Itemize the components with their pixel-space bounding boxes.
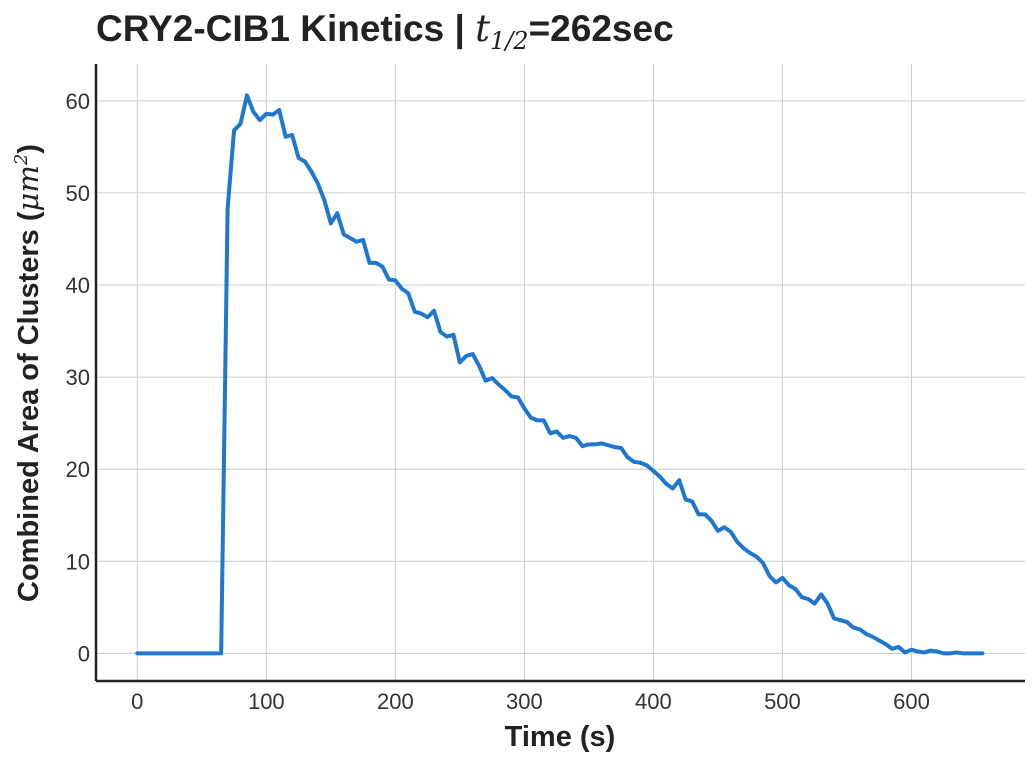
x-tick-label: 400	[635, 689, 672, 714]
y-tick-label: 0	[78, 641, 90, 666]
y-tick-label: 10	[66, 549, 90, 574]
y-tick-labels: 0 10 20 30 40 50 60	[66, 89, 90, 667]
y-tick-label: 50	[66, 181, 90, 206]
grid	[96, 64, 1025, 681]
x-tick-label: 300	[506, 689, 543, 714]
title-text: CRY2-CIB1 Kinetics |	[96, 8, 475, 50]
y-axis-label-math: μm	[11, 165, 45, 211]
series-line	[137, 95, 982, 653]
x-axis-label: Time (s)	[505, 721, 616, 753]
title-suffix: =262sec	[529, 8, 674, 49]
title-math: t	[475, 7, 490, 50]
series-layer	[137, 95, 982, 653]
y-axis-label-suffix: )	[13, 144, 45, 154]
chart-title: CRY2-CIB1 Kinetics | t1/2=262sec	[96, 7, 674, 55]
title-math-subscript: 1/2	[490, 27, 529, 55]
y-axis-label-math-superscript: 2	[11, 154, 32, 166]
y-axis-label: Combined Area of Clusters (μm2)	[11, 144, 45, 602]
x-tick-label: 200	[377, 689, 414, 714]
x-tick-label: 0	[131, 689, 143, 714]
x-tick-label: 600	[893, 689, 930, 714]
y-tick-label: 20	[66, 457, 90, 482]
y-axis-label-text: Combined Area of Clusters (	[13, 211, 45, 602]
x-tick-label: 100	[248, 689, 285, 714]
x-tick-label: 500	[764, 689, 801, 714]
x-tick-labels: 0 100 200 300 400 500 600	[131, 689, 930, 714]
y-tick-label: 30	[66, 365, 90, 390]
y-tick-label: 60	[66, 89, 90, 114]
y-tick-label: 40	[66, 273, 90, 298]
